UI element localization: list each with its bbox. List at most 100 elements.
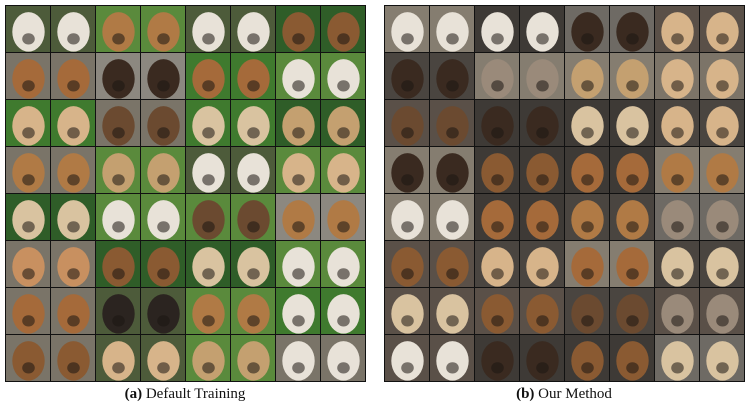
dog-muzzle bbox=[401, 268, 414, 279]
dog-muzzle bbox=[67, 268, 80, 279]
dog-face bbox=[282, 294, 314, 333]
dog-face bbox=[571, 12, 603, 51]
dog-muzzle bbox=[491, 268, 504, 279]
dog-face bbox=[391, 341, 423, 380]
dog-muzzle bbox=[536, 268, 549, 279]
image-grid bbox=[5, 5, 366, 382]
dog-face bbox=[237, 247, 269, 286]
dog-face bbox=[282, 12, 314, 51]
dog-muzzle bbox=[247, 362, 260, 373]
dog-face bbox=[391, 59, 423, 98]
dog-muzzle bbox=[671, 174, 684, 185]
dog-face bbox=[436, 59, 468, 98]
dog-muzzle bbox=[112, 33, 125, 44]
dog-face bbox=[661, 106, 693, 145]
dog-face bbox=[391, 12, 423, 51]
dog-muzzle bbox=[22, 268, 35, 279]
dog-face bbox=[706, 12, 738, 51]
dog-face bbox=[436, 153, 468, 192]
dog-face bbox=[571, 153, 603, 192]
dog-face bbox=[102, 200, 134, 239]
dog-face bbox=[282, 59, 314, 98]
dog-face bbox=[616, 153, 648, 192]
dog-muzzle bbox=[446, 80, 459, 91]
dog-face bbox=[571, 200, 603, 239]
dog-muzzle bbox=[716, 315, 729, 326]
dog-muzzle bbox=[446, 33, 459, 44]
dog-muzzle bbox=[67, 315, 80, 326]
dog-muzzle bbox=[626, 80, 639, 91]
dog-face bbox=[12, 247, 44, 286]
dog-face bbox=[57, 247, 89, 286]
dog-muzzle bbox=[491, 174, 504, 185]
dog-muzzle bbox=[626, 362, 639, 373]
dog-muzzle bbox=[22, 80, 35, 91]
dog-face bbox=[391, 294, 423, 333]
dog-muzzle bbox=[401, 221, 414, 232]
dog-muzzle bbox=[202, 268, 215, 279]
dog-muzzle bbox=[626, 221, 639, 232]
dog-muzzle bbox=[22, 174, 35, 185]
dog-face bbox=[57, 341, 89, 380]
dog-face bbox=[616, 294, 648, 333]
dog-muzzle bbox=[446, 174, 459, 185]
panel-label: (b) bbox=[516, 386, 534, 402]
dog-muzzle bbox=[112, 174, 125, 185]
dog-muzzle bbox=[22, 33, 35, 44]
dog-muzzle bbox=[292, 174, 305, 185]
dog-muzzle bbox=[247, 268, 260, 279]
dog-face bbox=[57, 59, 89, 98]
dog-muzzle bbox=[671, 221, 684, 232]
dog-muzzle bbox=[157, 174, 170, 185]
dog-muzzle bbox=[536, 127, 549, 138]
dog-muzzle bbox=[337, 80, 350, 91]
dog-muzzle bbox=[401, 127, 414, 138]
dog-face bbox=[237, 341, 269, 380]
dog-face bbox=[481, 153, 513, 192]
dog-face bbox=[706, 247, 738, 286]
dog-face bbox=[237, 12, 269, 51]
dog-face bbox=[12, 153, 44, 192]
dog-face bbox=[571, 294, 603, 333]
dog-face bbox=[571, 247, 603, 286]
dog-face bbox=[102, 247, 134, 286]
dog-face bbox=[616, 247, 648, 286]
dog-muzzle bbox=[401, 33, 414, 44]
dog-muzzle bbox=[157, 80, 170, 91]
dog-muzzle bbox=[536, 174, 549, 185]
dog-face bbox=[147, 247, 179, 286]
image-grid bbox=[384, 5, 745, 382]
dog-muzzle bbox=[202, 33, 215, 44]
dog-face bbox=[327, 294, 359, 333]
dog-muzzle bbox=[401, 362, 414, 373]
dog-face bbox=[526, 59, 558, 98]
dog-face bbox=[391, 106, 423, 145]
figure: (a) Default Training (b) Our Method bbox=[0, 0, 746, 407]
dog-muzzle bbox=[536, 221, 549, 232]
dog-face bbox=[57, 12, 89, 51]
dog-face bbox=[57, 153, 89, 192]
dog-face bbox=[192, 341, 224, 380]
panel-caption: Our Method bbox=[538, 386, 612, 402]
dog-face bbox=[12, 106, 44, 145]
dog-face bbox=[237, 294, 269, 333]
dog-muzzle bbox=[446, 268, 459, 279]
dog-muzzle bbox=[491, 33, 504, 44]
dog-face bbox=[526, 247, 558, 286]
dog-face bbox=[571, 59, 603, 98]
dog-face bbox=[282, 341, 314, 380]
dog-muzzle bbox=[157, 127, 170, 138]
dog-muzzle bbox=[716, 127, 729, 138]
dog-muzzle bbox=[202, 174, 215, 185]
dog-face bbox=[706, 294, 738, 333]
dog-muzzle bbox=[247, 221, 260, 232]
dog-face bbox=[616, 200, 648, 239]
dog-muzzle bbox=[67, 80, 80, 91]
dog-face bbox=[571, 341, 603, 380]
dog-face bbox=[237, 59, 269, 98]
dog-face bbox=[237, 106, 269, 145]
dog-muzzle bbox=[337, 127, 350, 138]
dog-face bbox=[237, 153, 269, 192]
dog-muzzle bbox=[247, 174, 260, 185]
dog-face bbox=[616, 106, 648, 145]
